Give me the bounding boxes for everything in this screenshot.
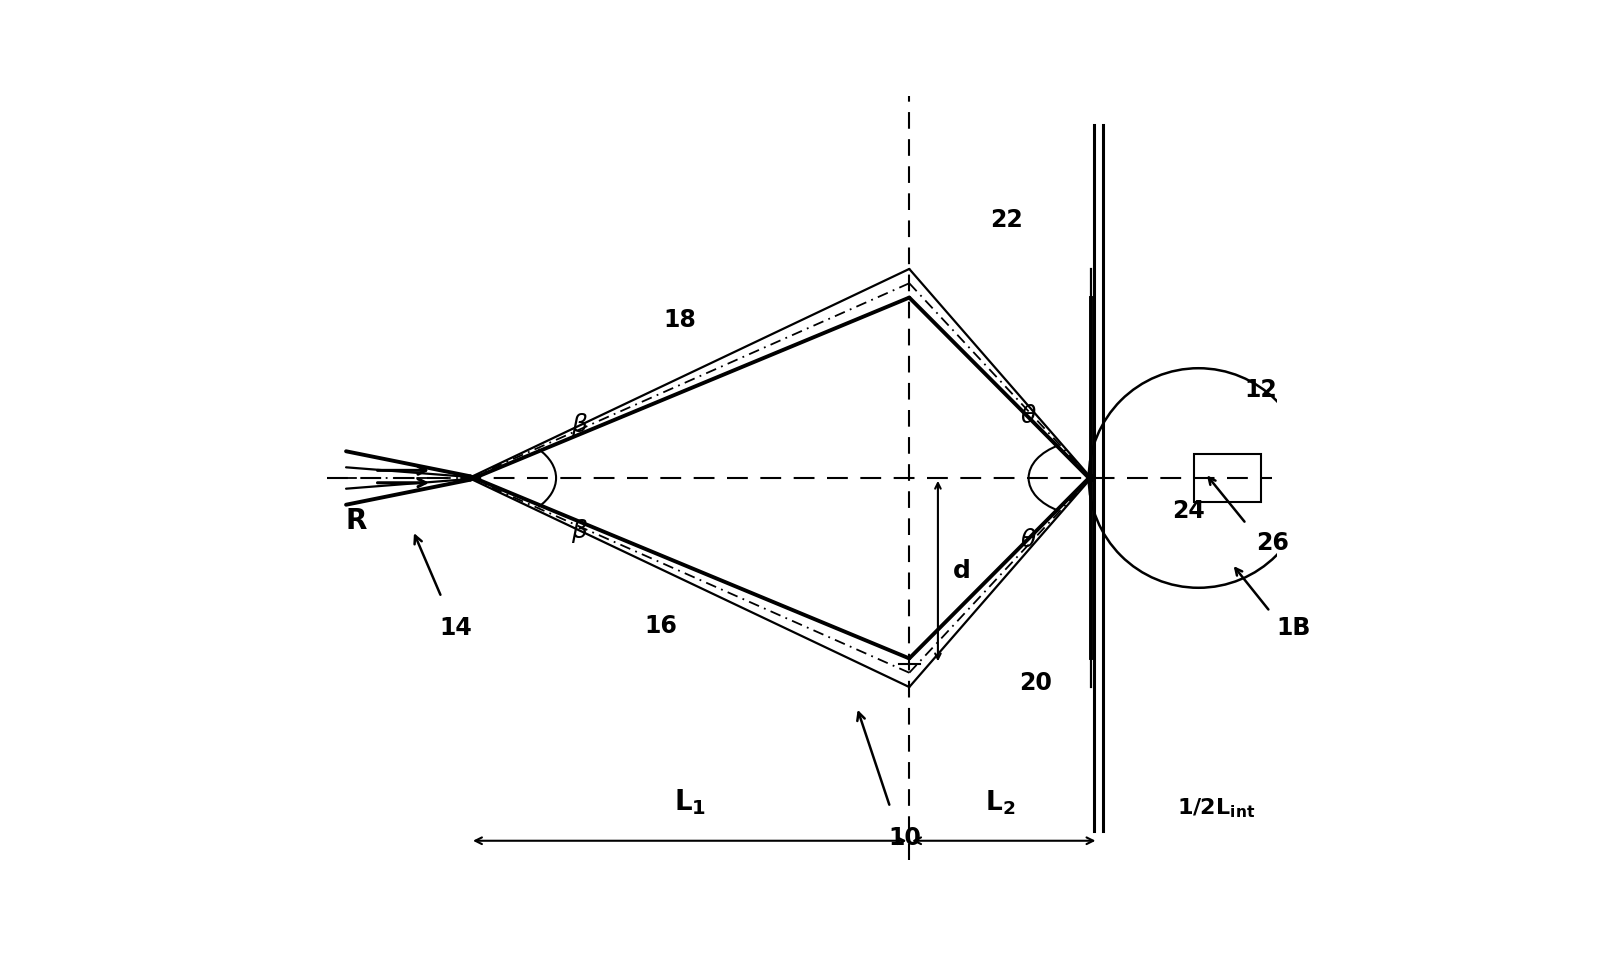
- Text: 24: 24: [1172, 499, 1206, 524]
- Text: $\mathbf{L_1}$: $\mathbf{L_1}$: [673, 787, 705, 816]
- Text: $\beta$: $\beta$: [571, 411, 588, 440]
- Text: 1B: 1B: [1278, 617, 1311, 641]
- Text: $\mathbf{d}$: $\mathbf{d}$: [953, 559, 971, 583]
- Text: 10: 10: [887, 826, 921, 851]
- Text: 22: 22: [990, 208, 1023, 232]
- Text: $\theta$: $\theta$: [1020, 528, 1038, 552]
- Bar: [1194, 454, 1260, 502]
- Text: 20: 20: [1019, 671, 1052, 695]
- Text: $\beta$: $\beta$: [571, 516, 588, 545]
- Text: $\mathbf{1/2L_{int}}$: $\mathbf{1/2L_{int}}$: [1177, 796, 1255, 819]
- Text: 26: 26: [1255, 531, 1289, 554]
- Text: $\theta$: $\theta$: [1020, 404, 1038, 428]
- Text: 16: 16: [644, 614, 678, 638]
- Text: 18: 18: [664, 309, 697, 333]
- Text: 14: 14: [440, 617, 472, 641]
- Text: 12: 12: [1244, 378, 1278, 402]
- Text: $\mathbf{L_2}$: $\mathbf{L_2}$: [985, 789, 1015, 816]
- Text: R: R: [345, 507, 366, 535]
